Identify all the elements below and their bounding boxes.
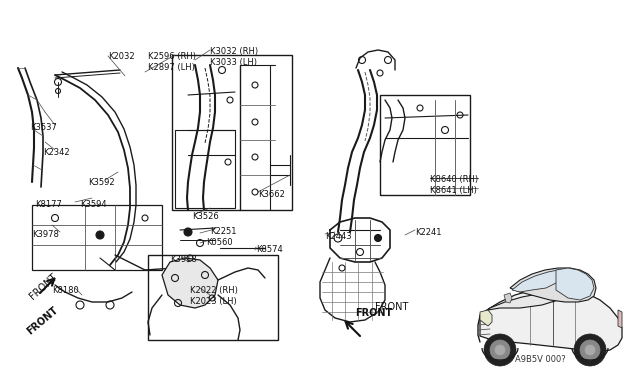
Text: K2251: K2251: [210, 227, 237, 236]
Circle shape: [96, 231, 104, 239]
Text: FRONT: FRONT: [28, 272, 60, 302]
Text: K8640 (RH): K8640 (RH): [430, 175, 478, 184]
Text: K3526: K3526: [192, 212, 219, 221]
Text: FRONT: FRONT: [355, 308, 392, 318]
Text: K3918: K3918: [170, 255, 196, 264]
Text: K2897 (LH): K2897 (LH): [148, 63, 195, 72]
Polygon shape: [480, 288, 622, 352]
Text: K2023 (LH): K2023 (LH): [190, 297, 237, 306]
Polygon shape: [480, 292, 560, 315]
Text: K3594: K3594: [80, 200, 107, 209]
Polygon shape: [512, 270, 562, 292]
Text: FRONT: FRONT: [25, 305, 60, 337]
Circle shape: [374, 234, 381, 241]
Text: K3662: K3662: [258, 190, 285, 199]
Circle shape: [484, 334, 516, 366]
Polygon shape: [504, 293, 512, 303]
Polygon shape: [510, 268, 596, 302]
Text: K8180: K8180: [52, 286, 79, 295]
Text: FRONT: FRONT: [375, 302, 408, 312]
Bar: [380, 95, 470, 195]
Text: K2342: K2342: [43, 148, 70, 157]
Bar: [172, 55, 292, 210]
Text: K2022 (RH): K2022 (RH): [190, 286, 238, 295]
Text: K3537: K3537: [30, 123, 57, 132]
Circle shape: [490, 340, 510, 360]
Text: K3032 (RH): K3032 (RH): [210, 47, 258, 56]
Polygon shape: [480, 310, 492, 326]
Polygon shape: [162, 258, 218, 308]
Text: K8177: K8177: [35, 200, 62, 209]
Text: K2596 (RH): K2596 (RH): [148, 52, 196, 61]
Bar: [148, 255, 278, 340]
Text: K2241: K2241: [415, 228, 442, 237]
Text: K2032: K2032: [108, 52, 134, 61]
Text: K3978: K3978: [32, 230, 59, 239]
Circle shape: [580, 340, 600, 360]
Circle shape: [495, 345, 505, 355]
Text: K2443: K2443: [325, 232, 351, 241]
Polygon shape: [618, 310, 622, 328]
Text: K8641 (LH): K8641 (LH): [430, 186, 477, 195]
Text: K3033 (LH): K3033 (LH): [210, 58, 257, 67]
Circle shape: [184, 228, 192, 236]
Text: A9B5V 000?: A9B5V 000?: [515, 355, 566, 364]
Bar: [175, 130, 235, 208]
Bar: [32, 205, 162, 270]
Text: K0560: K0560: [206, 238, 232, 247]
Polygon shape: [556, 268, 594, 300]
Circle shape: [574, 334, 606, 366]
Text: K8574: K8574: [256, 245, 283, 254]
Text: K3592: K3592: [88, 178, 115, 187]
Circle shape: [585, 345, 595, 355]
